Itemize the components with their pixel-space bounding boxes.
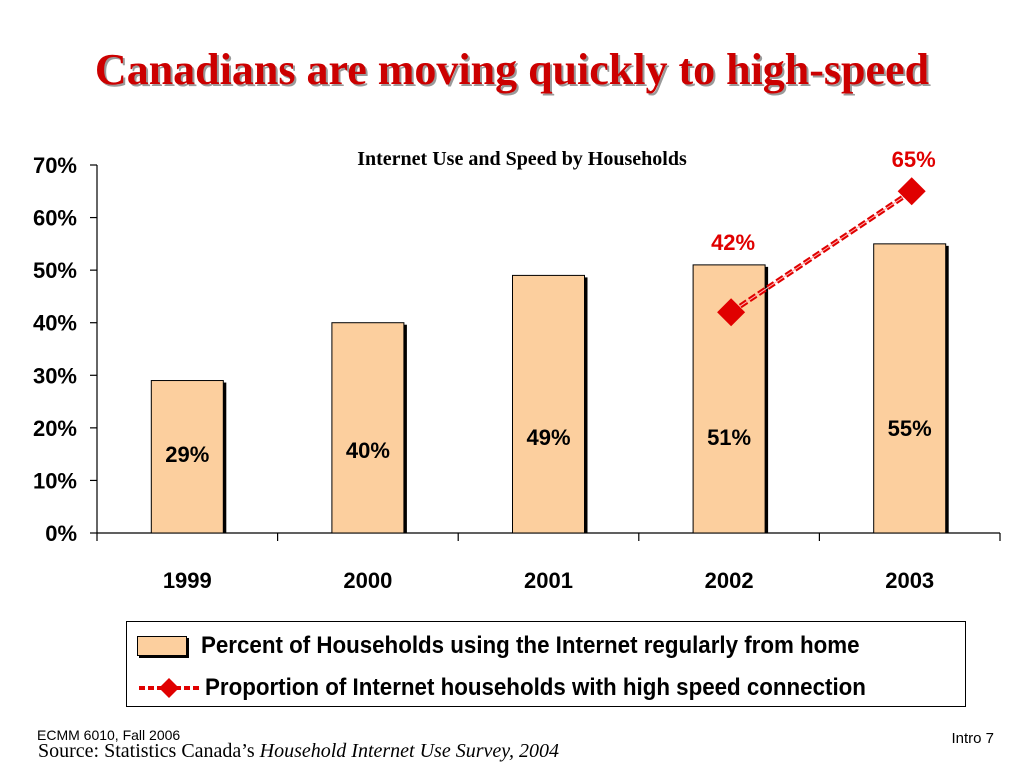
- y-tick-label: 10%: [33, 468, 77, 493]
- line-series: 42% 65%: [711, 147, 936, 327]
- y-tick-label: 30%: [33, 363, 77, 388]
- y-tick-label: 70%: [33, 153, 77, 178]
- x-axis: 1999 2000 2001 2002 2003: [96, 532, 1001, 593]
- y-tick-label: 50%: [33, 258, 77, 283]
- x-tick-label: 2002: [705, 568, 754, 593]
- legend-label-line: Proportion of Internet households with h…: [205, 674, 866, 701]
- slide-title: Canadians are moving quickly to high-spe…: [94, 45, 930, 94]
- line-point: [897, 177, 926, 206]
- legend-item-line: Proportion of Internet households with h…: [137, 670, 916, 706]
- legend-bar-swatch: [137, 636, 187, 656]
- footer-slide-number: Intro 7: [951, 730, 994, 747]
- bar: [512, 274, 585, 534]
- chart-title: Internet Use and Speed by Households: [357, 148, 687, 170]
- bar-label: 51%: [707, 425, 751, 450]
- bar: [873, 243, 947, 534]
- bar-label: 55%: [888, 416, 932, 441]
- bar-label: 40%: [346, 438, 390, 463]
- point-label: 65%: [892, 147, 936, 172]
- bar-series: 29% 40% 49% 51% 55%: [150, 243, 949, 534]
- bar-label: 29%: [165, 442, 209, 467]
- legend-line-swatch: [139, 678, 199, 698]
- source-title: Household Internet Use Survey, 2004: [259, 740, 560, 762]
- legend: Percent of Households using the Internet…: [126, 621, 966, 707]
- y-axis: 0% 10% 20% 30% 40% 50% 60% 70%: [33, 153, 98, 546]
- bar: [331, 322, 405, 534]
- source-prefix: Source: Statistics Canada’s: [38, 740, 260, 762]
- legend-label-bars: Percent of Households using the Internet…: [201, 632, 860, 659]
- y-tick-label: 40%: [33, 311, 77, 336]
- chart: Internet Use and Speed by Households 0% 1…: [33, 147, 1001, 593]
- line-point: [717, 298, 746, 327]
- footer-course: ECMM 6010, Fall 2006: [37, 727, 181, 743]
- y-tick-label: 20%: [33, 416, 77, 441]
- x-tick-label: 2000: [343, 568, 392, 593]
- y-tick-label: 60%: [33, 206, 77, 231]
- x-tick-label: 2001: [524, 568, 573, 593]
- point-label: 42%: [711, 230, 755, 255]
- legend-item-bars: Percent of Households using the Internet…: [137, 628, 909, 664]
- x-tick-label: 2003: [885, 568, 934, 593]
- bar: [150, 380, 224, 534]
- line-highlight: [730, 190, 912, 313]
- y-tick-label: 0%: [45, 521, 77, 546]
- x-tick-label: 1999: [163, 568, 212, 593]
- source-note: Source: Statistics Canada’s Household In…: [38, 740, 559, 763]
- bar-label: 49%: [526, 425, 570, 450]
